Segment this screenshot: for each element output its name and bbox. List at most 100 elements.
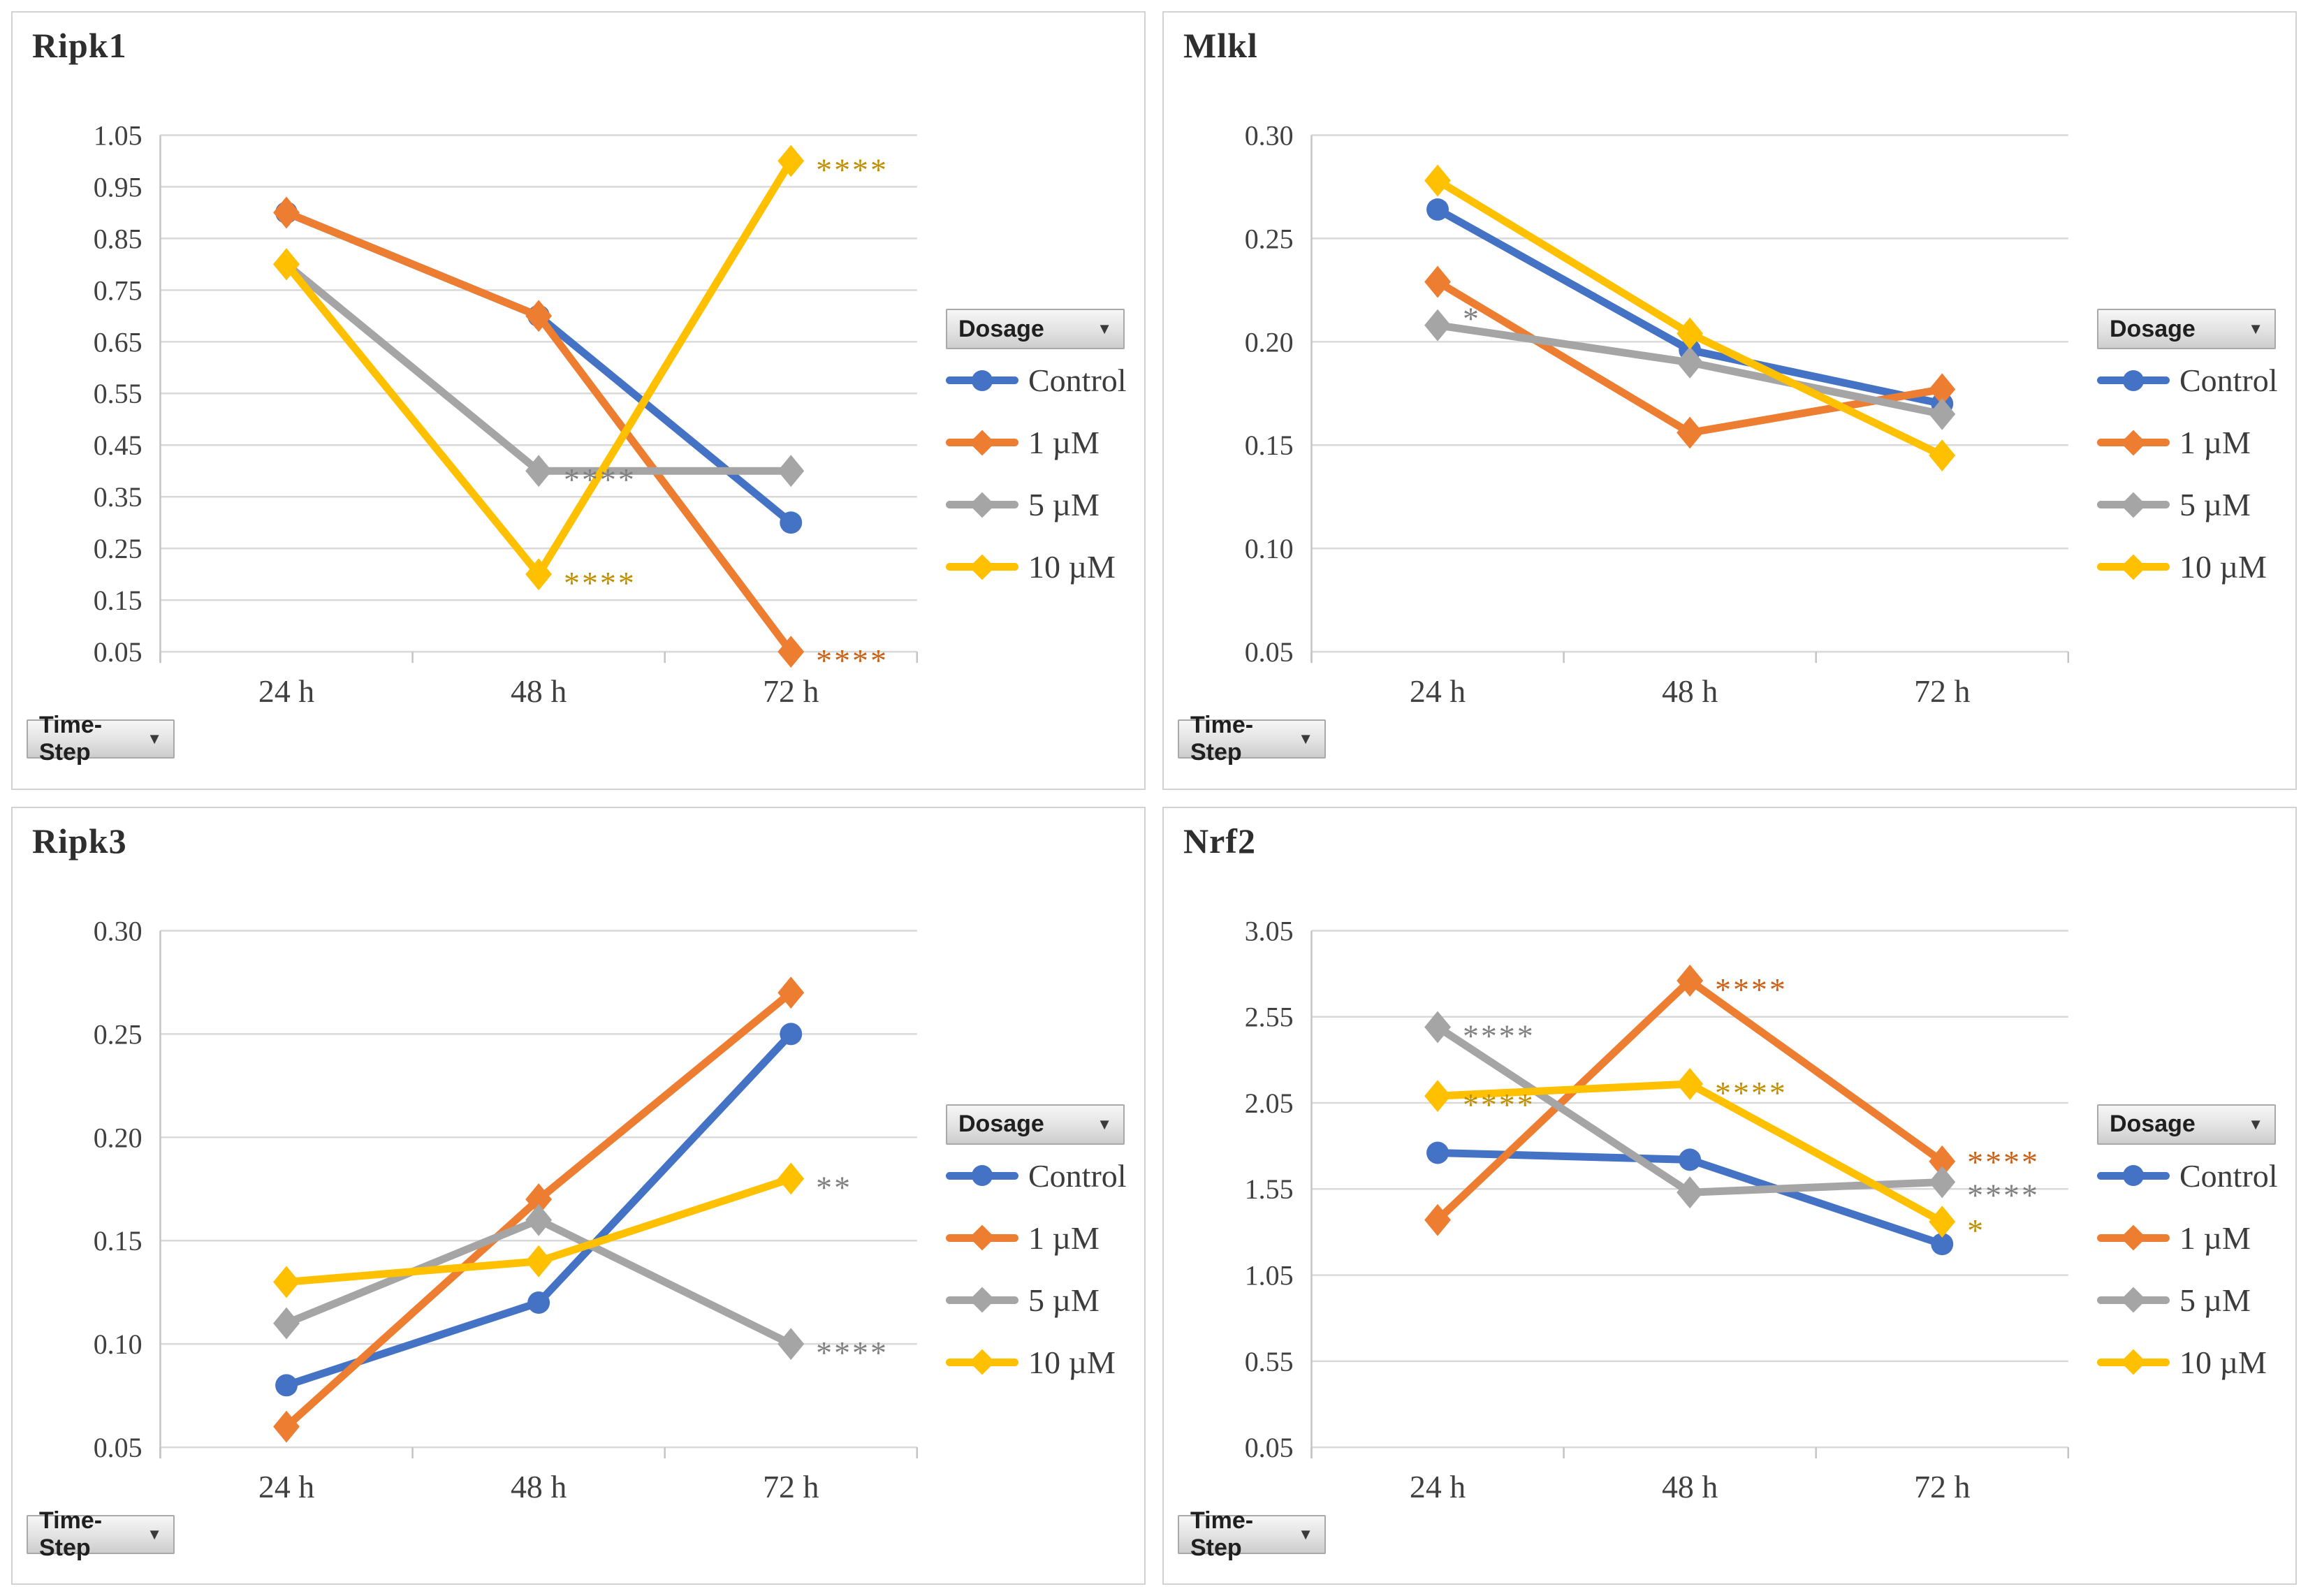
legend-item: 10 µM [946, 548, 1127, 585]
legend-marker-line [946, 430, 1018, 455]
data-point-marker [777, 636, 805, 668]
x-tick-label: 48 h [1662, 673, 1718, 709]
diamond-marker-icon [2120, 430, 2147, 455]
y-tick-label: 0.55 [94, 378, 143, 409]
data-point-marker [273, 1265, 300, 1298]
data-point-marker [1929, 439, 1956, 471]
circle-marker-icon [2123, 369, 2144, 391]
timestep-filter-button[interactable]: Time-Step ▼ [27, 1507, 175, 1561]
legend-label: 5 µM [2179, 1282, 2251, 1318]
data-point-marker [525, 455, 553, 488]
legend-label: Control [2179, 363, 2278, 398]
significance-annotation: **** [1715, 1074, 1788, 1110]
y-tick-label: 0.25 [94, 1018, 143, 1050]
y-tick-label: 0.10 [1245, 533, 1294, 564]
timestep-filter-button[interactable]: Time-Step ▼ [1178, 712, 1326, 766]
x-tick-label: 24 h [258, 673, 314, 709]
data-point-marker [777, 145, 805, 177]
legend-marker-line [2097, 430, 2170, 455]
y-tick-label: 0.45 [94, 430, 143, 461]
timestep-filter-button[interactable]: Time-Step ▼ [27, 712, 175, 766]
diamond-marker-icon [969, 1287, 995, 1313]
dosage-button-label: Dosage [958, 1111, 1044, 1137]
y-tick-label: 2.05 [1245, 1087, 1294, 1118]
legend-item: 5 µM [946, 1282, 1127, 1319]
y-tick-label: 3.05 [1245, 915, 1294, 946]
data-point-marker [525, 558, 553, 591]
significance-annotation: **** [1967, 1143, 2040, 1179]
chart-legend: Control 1 µM 5 µM 10 µM [2097, 362, 2278, 610]
legend-marker-line [2097, 1224, 2170, 1251]
timestep-filter-button[interactable]: Time-Step ▼ [1178, 1507, 1326, 1561]
x-tick-label: 72 h [1914, 673, 1970, 709]
y-tick-label: 0.10 [94, 1328, 143, 1360]
x-tick-label: 48 h [1662, 1468, 1718, 1504]
significance-annotation: **** [1463, 1018, 1535, 1053]
legend-item: 10 µM [2097, 1344, 2278, 1381]
legend-label: 1 µM [1028, 425, 1100, 460]
dosage-filter-button[interactable]: Dosage ▼ [946, 1104, 1125, 1145]
dosage-filter-button[interactable]: Dosage ▼ [2097, 309, 2276, 349]
data-point-marker [1677, 1067, 1704, 1100]
series-line [282, 156, 795, 578]
y-tick-label: 1.55 [1245, 1173, 1294, 1205]
legend-item: Control [2097, 1157, 2278, 1194]
legend-label: Control [2179, 1157, 2278, 1194]
legend-item: 5 µM [946, 486, 1127, 523]
legend-label: 10 µM [1028, 549, 1116, 585]
y-tick-label: 0.20 [94, 1122, 143, 1153]
data-point-marker [777, 455, 805, 488]
legend-item: 10 µM [2097, 548, 2278, 585]
data-point-marker [1929, 1205, 1956, 1238]
diamond-marker-icon [969, 1224, 995, 1251]
diamond-marker-icon [969, 1349, 995, 1375]
legend-marker-line [946, 1224, 1018, 1251]
chevron-down-icon: ▼ [1298, 1525, 1313, 1543]
chart-legend: Control 1 µM 5 µM 10 µM [2097, 1157, 2278, 1406]
data-point-marker [1929, 373, 1956, 406]
dosage-filter-button[interactable]: Dosage ▼ [946, 309, 1125, 349]
diamond-marker-icon [2120, 554, 2147, 580]
legend-item: Control [946, 1157, 1127, 1194]
chart-legend: Control 1 µM 5 µM 10 µM [946, 362, 1127, 610]
legend-label: 1 µM [2179, 425, 2251, 460]
chart-plot: 3.05 2.55 2.05 1.55 1.05 0.55 0.05 24 h 48 h 72 h… [1245, 915, 2070, 1504]
timestep-button-label: Time-Step [1190, 1507, 1254, 1561]
x-tick-label: 72 h [763, 1468, 819, 1504]
legend-label: 1 µM [2179, 1220, 2251, 1256]
y-tick-label: 0.55 [1245, 1345, 1294, 1377]
legend-label: 5 µM [1028, 487, 1100, 522]
dosage-filter-button[interactable]: Dosage ▼ [2097, 1104, 2276, 1145]
data-point-marker [525, 1203, 553, 1236]
data-point-marker [1677, 317, 1704, 350]
data-point-marker [1426, 198, 1449, 221]
data-point-marker [1677, 346, 1704, 379]
y-tick-label: 0.35 [94, 481, 143, 513]
data-point-marker [1424, 265, 1451, 298]
dosage-button-label: Dosage [2110, 1111, 2196, 1137]
chart-panel-mlkl: 0.30 0.25 0.20 0.15 0.10 0.05 24 h 48 h 72 h * Ml… [1162, 11, 2297, 790]
data-point-marker [1929, 1145, 1956, 1178]
data-point-marker [1929, 397, 1956, 430]
legend-label: 1 µM [1028, 1220, 1100, 1256]
chevron-down-icon: ▼ [147, 1525, 162, 1543]
chevron-down-icon: ▼ [1298, 730, 1313, 747]
chart-title: Ripk3 [32, 821, 127, 861]
y-tick-label: 0.15 [1245, 430, 1294, 461]
data-point-marker [1424, 164, 1451, 197]
y-tick-label: 0.30 [94, 915, 143, 946]
timestep-button-label: Time-Step [1190, 712, 1254, 766]
circle-marker-icon [2123, 1165, 2144, 1186]
data-point-marker [1931, 1232, 1954, 1255]
y-tick-label: 0.75 [94, 274, 143, 306]
legend-marker-line [946, 1287, 1018, 1313]
legend-marker-line [946, 369, 1018, 391]
diamond-marker-icon [2120, 492, 2147, 518]
legend-item: 1 µM [946, 1220, 1127, 1257]
legend-item: 5 µM [2097, 486, 2278, 523]
y-tick-label: 0.05 [1245, 636, 1294, 668]
data-point-marker [1679, 1148, 1702, 1171]
legend-item: 1 µM [2097, 424, 2278, 461]
